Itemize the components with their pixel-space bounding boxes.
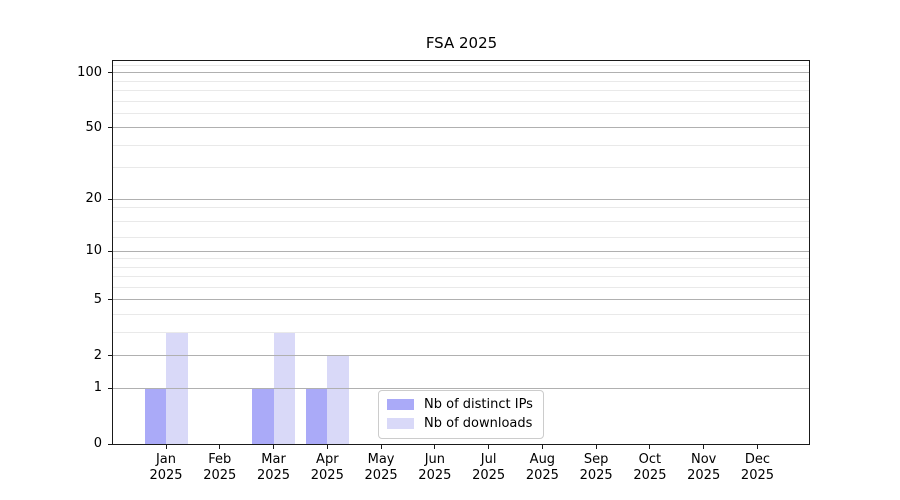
gridline-minor-70: [113, 100, 809, 102]
bar-distinct-ips-mar: [252, 388, 274, 444]
x-tick-oct: [649, 445, 651, 449]
legend-label-downloads: Nb of downloads: [424, 416, 533, 431]
x-tick-label-dec: Dec 2025: [740, 452, 775, 483]
y-tick-2: [108, 355, 112, 357]
gridline-minor-40: [113, 144, 809, 146]
x-tick-label-apr: Apr 2025: [310, 452, 344, 483]
x-tick-label-jan: Jan 2025: [149, 452, 183, 483]
x-tick-label-jun: Jun 2025: [418, 452, 452, 483]
x-tick-aug: [541, 445, 543, 449]
x-tick-dec: [756, 445, 758, 449]
x-tick-jul: [488, 445, 490, 449]
y-tick-5: [108, 299, 112, 301]
gridline-major-5: [113, 299, 809, 301]
gridline-minor-110: [113, 64, 809, 66]
x-tick-label-nov: Nov 2025: [687, 452, 721, 483]
x-tick-label-jul: Jul 2025: [472, 452, 506, 483]
y-tick-50: [108, 127, 112, 129]
legend-label-distinct-ips: Nb of distinct IPs: [424, 397, 533, 412]
gridline-major-2: [113, 355, 809, 357]
bar-downloads-mar: [273, 332, 296, 444]
y-tick-100: [108, 72, 112, 74]
chart-title: FSA 2025: [425, 34, 498, 52]
bar-downloads-apr: [327, 355, 349, 444]
gridline-minor-90: [113, 80, 809, 82]
gridline-major-10: [113, 250, 809, 252]
x-tick-label-feb: Feb 2025: [203, 452, 237, 483]
y-tick-label-10: 10: [85, 243, 102, 259]
gridline-minor-9: [113, 258, 809, 260]
gridline-minor-7: [113, 276, 809, 278]
y-tick-20: [108, 198, 112, 200]
spine-bottom: [112, 444, 810, 445]
bar-downloads-jan: [166, 332, 188, 444]
legend: Nb of distinct IPs Nb of downloads: [378, 390, 544, 439]
x-tick-sep: [595, 445, 597, 449]
x-tick-label-aug: Aug 2025: [525, 452, 559, 483]
x-tick-may: [380, 445, 382, 449]
bar-distinct-ips-apr: [305, 388, 328, 444]
bar-distinct-ips-jan: [144, 388, 166, 444]
y-tick-label-5: 5: [93, 291, 102, 307]
gridline-major-1: [113, 387, 809, 389]
x-tick-label-may: May 2025: [364, 452, 398, 483]
x-tick-jun: [434, 445, 436, 449]
gridline-minor-30: [113, 167, 809, 169]
gridline-minor-80: [113, 90, 809, 92]
x-tick-nov: [703, 445, 705, 449]
spine-left: [112, 60, 113, 445]
gridline-minor-4: [113, 314, 809, 316]
legend-item-downloads: Nb of downloads: [387, 416, 533, 431]
gridline-minor-3: [113, 332, 809, 334]
gridline-minor-6: [113, 287, 809, 289]
legend-item-distinct-ips: Nb of distinct IPs: [387, 397, 533, 412]
gridline-minor-8: [113, 266, 809, 268]
legend-swatch-distinct-ips: [387, 399, 414, 410]
gridline-major-50: [113, 127, 809, 129]
y-tick-label-1: 1: [93, 380, 102, 396]
x-tick-label-mar: Mar 2025: [256, 452, 291, 483]
x-tick-mar: [273, 445, 275, 449]
y-tick-0: [108, 443, 112, 445]
y-tick-10: [108, 250, 112, 252]
gridline-minor-60: [113, 112, 809, 114]
legend-swatch-downloads: [387, 418, 414, 429]
y-tick-label-0: 0: [93, 436, 102, 451]
gridline-minor-12: [113, 237, 809, 239]
gridline-minor-15: [113, 220, 809, 222]
x-tick-jan: [165, 445, 167, 449]
gridline-minor-18: [113, 206, 809, 208]
x-tick-label-oct: Oct 2025: [633, 452, 667, 483]
y-tick-label-2: 2: [93, 347, 102, 363]
y-tick-label-50: 50: [85, 119, 102, 135]
spine-top: [112, 60, 810, 61]
x-tick-label-sep: Sep 2025: [579, 452, 613, 483]
gridline-major-100: [113, 72, 809, 74]
gridline-major-20: [113, 198, 809, 200]
y-tick-label-100: 100: [77, 64, 102, 80]
spine-right: [809, 60, 810, 445]
x-tick-apr: [326, 445, 328, 449]
x-tick-feb: [219, 445, 221, 449]
y-tick-label-20: 20: [85, 191, 102, 207]
y-tick-1: [108, 387, 112, 389]
